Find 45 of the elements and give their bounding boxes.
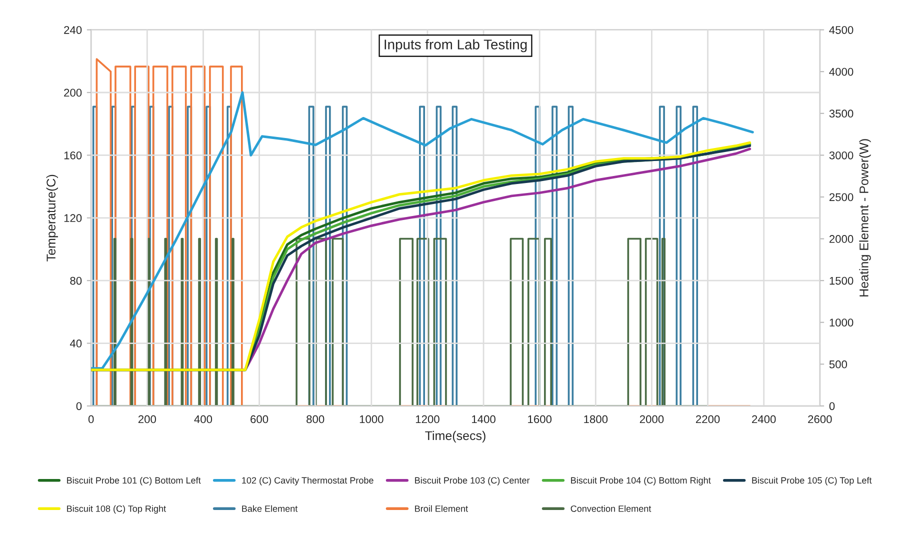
- y2-tick-label: 0: [829, 402, 835, 410]
- legend-label: Biscuit Probe 105 (C) Top Left: [752, 476, 872, 486]
- legend-label: Convection Element: [570, 505, 652, 512]
- legend-label: Broil Element: [415, 505, 468, 512]
- x-tick-label: 2000: [640, 415, 664, 424]
- y2-tick-label: 3000: [829, 151, 854, 160]
- y-tick-label: 80: [70, 276, 82, 285]
- x-tick-label: 2200: [696, 415, 720, 424]
- legend-label: Bake Element: [242, 505, 298, 512]
- y2-tick-label: 1500: [830, 276, 854, 285]
- x-axis-title: Time(secs): [425, 430, 486, 443]
- y2-tick-label: 1000: [830, 318, 854, 327]
- x-tick-label: 1600: [528, 415, 552, 424]
- x-tick-label: 2400: [752, 415, 776, 424]
- x-tick-label: 400: [194, 415, 212, 424]
- legend-label: Biscuit 108 (C) Top Right: [67, 505, 166, 514]
- y-tick-label: 40: [70, 340, 82, 348]
- x-tick-label: 1400: [472, 415, 496, 424]
- x-tick-label: 1000: [360, 415, 384, 424]
- legend-label: Biscuit Probe 101 (C) Bottom Left: [67, 476, 201, 486]
- x-tick-label: 800: [306, 415, 324, 424]
- legend-label: 102 (C) Cavity Thermostat Probe: [242, 476, 374, 486]
- y2-axis-title: Heating Element - Power(W): [859, 139, 871, 296]
- y2-tick-label: 3500: [829, 110, 854, 118]
- x-tick-label: 2600: [808, 415, 832, 424]
- y2-tick-label: 4500: [829, 26, 854, 34]
- legend-label: Biscuit Probe 103 (C) Center: [415, 476, 530, 486]
- y-axis-title: Temperature(C): [46, 174, 58, 262]
- x-tick-label: 0: [88, 415, 94, 424]
- y-tick-label: 120: [64, 214, 82, 222]
- y-tick-label: 0: [76, 402, 82, 410]
- text: Inputs from Lab Testing: [384, 39, 527, 52]
- line-series: [91, 91, 754, 370]
- x-tick-label: 600: [250, 415, 268, 424]
- x-tick-label: 1800: [584, 415, 608, 424]
- y2-tick-label: 500: [829, 360, 848, 368]
- y2-tick-label: 2000: [829, 235, 854, 243]
- y-tick-label: 240: [64, 26, 82, 34]
- x-tick-label: 200: [138, 415, 156, 424]
- y-tick-label: 200: [64, 88, 82, 97]
- x-tick-label: 1200: [416, 415, 440, 424]
- y-tick-label: 160: [64, 151, 82, 160]
- y2-tick-label: 4000: [829, 68, 854, 76]
- y2-tick-label: 2500: [829, 193, 854, 202]
- legend-label: Biscuit Probe 104 (C) Bottom Right: [571, 476, 711, 486]
